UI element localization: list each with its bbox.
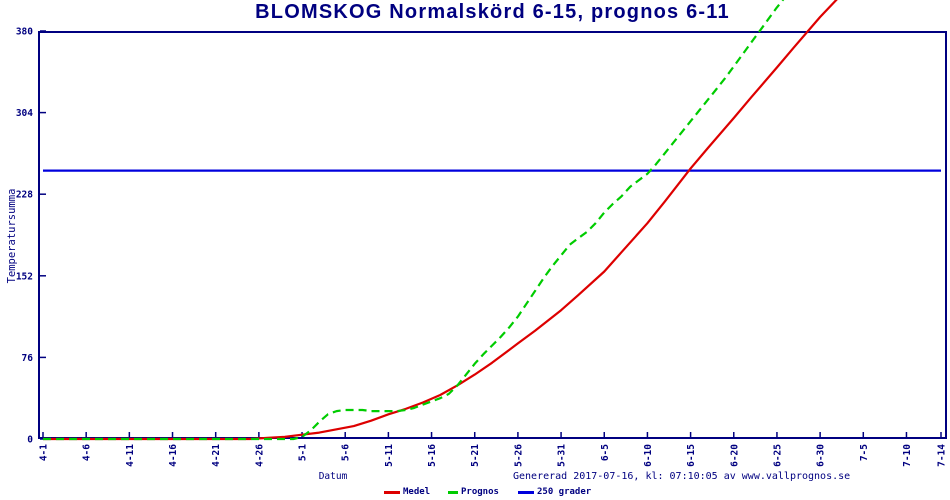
y-tick-label: 380 [16,27,33,38]
legend-label-medel: Medel [403,487,431,497]
x-tick-label: 6-10 [643,444,654,467]
x-tick-label: 5-1 [298,444,309,461]
y-tick-label: 152 [16,271,33,282]
legend-label-prognos: Prognos [461,487,499,497]
x-tick-label: 4-11 [125,444,136,467]
x-tick-label: 5-31 [557,444,568,467]
x-tick-label: 4-26 [254,444,265,467]
y-axis-label: Temperatursumma [6,188,18,284]
x-tick-label: 6-15 [686,444,697,467]
x-tick-label: 7-14 [937,444,948,467]
y-tick-label: 228 [16,190,33,201]
x-tick-label: 5-6 [341,444,352,461]
generated-timestamp: Genererad 2017-07-16, kl: 07:10:05 av ww… [513,471,851,482]
x-tick-label: 4-16 [168,444,179,467]
x-tick-label: 4-6 [82,444,93,461]
x-tick-label: 6-20 [729,444,740,467]
y-tick-label: 304 [16,108,33,119]
medel-line-swatch [384,490,400,494]
x-axis-label: Datum [318,471,348,482]
x-tick-label: 6-30 [816,444,827,467]
y-tick-label: 76 [22,353,34,364]
x-tick-label: 5-11 [384,444,395,467]
x-tick-label: 5-26 [513,444,524,467]
x-tick-label: 5-16 [427,444,438,467]
line-250-grader [43,0,838,441]
legend-item-prognos: Prognos [448,487,499,497]
prognos-line-swatch [448,490,458,494]
x-tick-label: 4-21 [211,444,222,467]
x-tick-label: 6-25 [772,444,783,467]
legend-label-250-grader: 250 grader [537,487,592,497]
250-grader-line-swatch [518,490,534,494]
chart-title: BLOMSKOG Normalskörd 6-15, prognos 6-11 [255,1,730,23]
x-tick-label: 7-10 [902,444,913,467]
y-tick-label: 0 [27,435,33,446]
x-tick-label: 4-1 [39,444,50,461]
legend-item-medel: Medel [384,487,430,497]
x-tick-label: 5-21 [470,444,481,467]
legend-item-250-grader: 250 grader [518,487,591,497]
plot-frame [38,31,947,439]
x-tick-label: 6-5 [600,444,611,461]
x-tick-label: 7-5 [859,444,870,461]
medel-line [43,0,785,441]
